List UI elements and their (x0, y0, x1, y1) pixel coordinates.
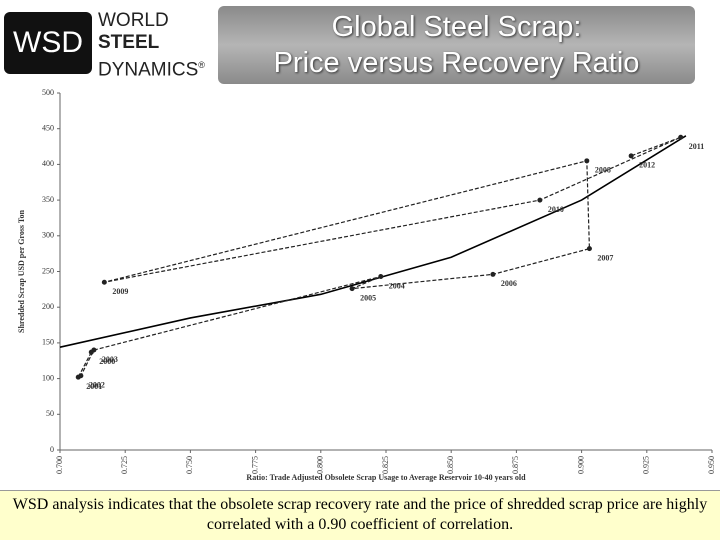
point-label: 2005 (360, 293, 376, 302)
x-tick-label: 0.950 (707, 456, 716, 474)
x-tick-label: 0.875 (511, 456, 520, 474)
point (78, 373, 84, 379)
x-tick-label: 0.850 (446, 456, 455, 474)
x-tick-label: 0.725 (120, 456, 129, 474)
logo: WSD WORLD STEEL DYNAMICS® (4, 6, 212, 80)
point-label: 2012 (639, 161, 655, 170)
x-axis-label: Ratio: Trade Adjusted Obsolete Scrap Usa… (246, 473, 526, 482)
y-tick-label: 400 (42, 159, 54, 168)
point-label: 2006 (501, 279, 517, 288)
point (537, 197, 543, 203)
y-tick-label: 300 (42, 231, 54, 240)
point (91, 347, 97, 353)
x-tick-label: 0.800 (316, 456, 325, 474)
y-tick-label: 100 (42, 373, 54, 382)
point (101, 279, 107, 285)
point-label: 2001 (86, 382, 102, 391)
x-tick-label: 0.925 (642, 456, 651, 474)
logo-line: DYNAMICS® (98, 54, 205, 81)
x-tick-label: 0.825 (381, 456, 390, 474)
chart: 0 50 100 150 200 250 300 350 400 450 500 0.700 0.725… (17, 88, 716, 482)
y-tick-label: 0 (50, 445, 54, 454)
point (628, 153, 634, 159)
x-tick-label: 0.900 (576, 456, 585, 474)
point-label: 2002 (89, 381, 105, 390)
point-label: 2007 (597, 253, 613, 262)
logo-line: WORLD (98, 10, 169, 31)
point-label: 2008 (595, 166, 611, 175)
y-tick-label: 200 (42, 302, 54, 311)
logo-abbr: WSD (4, 12, 92, 74)
connector-line (76, 136, 681, 379)
logo-line: DYNAMICS (98, 59, 199, 81)
title-line: Global Steel Scrap: (331, 11, 582, 43)
point (586, 246, 592, 252)
point-label: 2011 (689, 142, 705, 151)
title-line: Price versus Recovery Ratio (273, 47, 640, 79)
y-axis-label: Shredded Scrap USD per Gross Ton (17, 209, 26, 332)
point-label: 2004 (389, 281, 405, 290)
point-label: 2010 (548, 205, 564, 214)
point-label: 2000 (99, 357, 115, 366)
y-tick-label: 350 (42, 195, 54, 204)
logo-text: WORLD STEEL DYNAMICS® (98, 10, 205, 81)
x-tick-label: 0.700 (55, 456, 64, 474)
point-label: 2003 (102, 355, 118, 364)
point (584, 158, 590, 164)
point (678, 134, 684, 140)
y-tick-label: 50 (46, 409, 54, 418)
y-tick-label: 500 (42, 88, 54, 97)
trend-line (59, 135, 687, 348)
point (378, 273, 384, 279)
logo-line: STEEL (98, 32, 160, 53)
y-tick-label: 150 (42, 338, 54, 347)
point (490, 271, 496, 277)
logo-mark: ® (198, 60, 205, 70)
y-tick-label: 250 (42, 266, 54, 275)
title: Global Steel Scrap: Price versus Recover… (218, 6, 695, 84)
x-tick-label: 0.750 (185, 456, 194, 474)
x-tick-label: 0.775 (250, 456, 259, 474)
caption: WSD analysis indicates that the obsolete… (0, 490, 720, 540)
y-tick-label: 450 (42, 124, 54, 133)
point (349, 286, 355, 292)
point-label: 2009 (112, 287, 128, 296)
